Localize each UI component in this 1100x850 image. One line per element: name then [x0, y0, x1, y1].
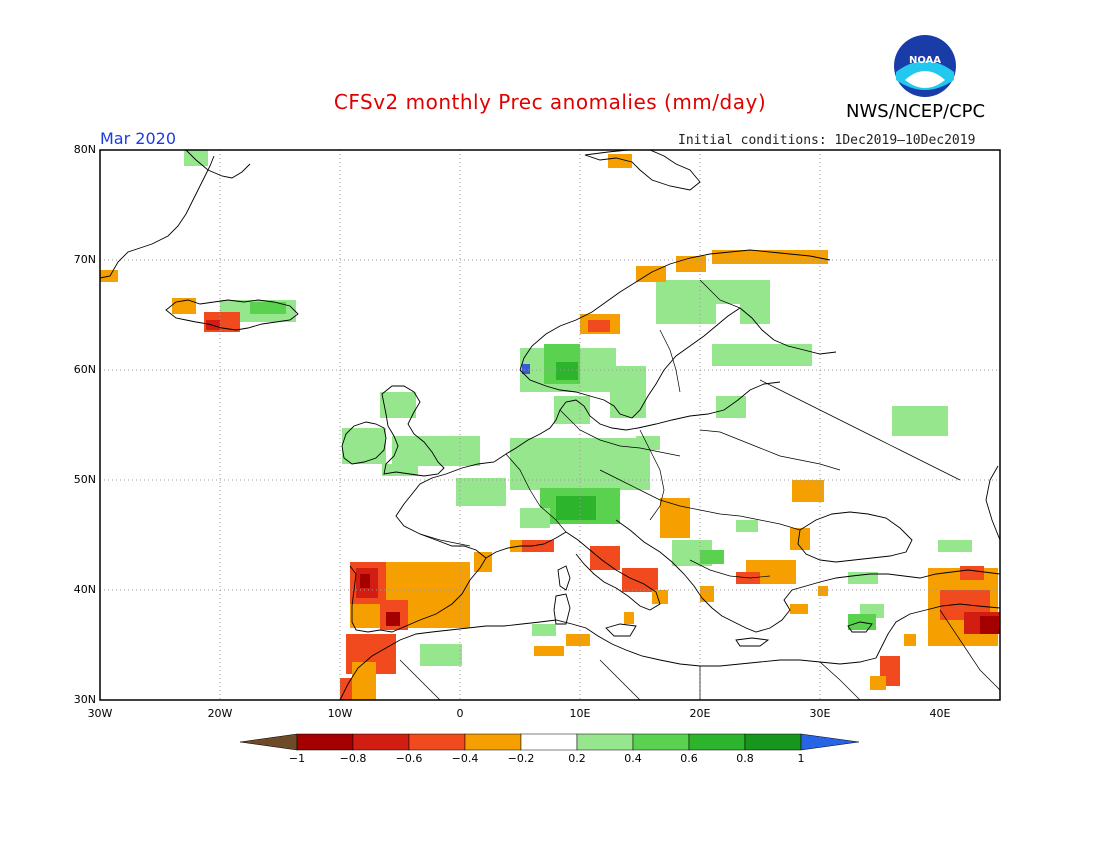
anomaly-cell: [938, 540, 972, 552]
anomaly-cell: [534, 646, 564, 656]
anomaly-cell: [676, 256, 706, 272]
anomaly-cell: [556, 496, 596, 520]
map-frame: [99, 149, 1001, 701]
anomaly-cell: [184, 150, 208, 166]
anomaly-cell: [522, 364, 530, 374]
anomaly-cell: [736, 520, 758, 532]
colorbar-tick-label: 0.2: [568, 752, 586, 765]
colorbar-swatch: [744, 733, 802, 751]
anomaly-cell: [960, 566, 984, 580]
colorbar-tick-label: −0.6: [395, 752, 423, 765]
anomaly-cell: [818, 586, 828, 596]
anomaly-cell: [790, 528, 810, 550]
latitude-label: 80N: [73, 143, 96, 156]
colorbar: [239, 733, 860, 751]
map-title: CFSv2 monthly Prec anomalies (mm/day): [333, 90, 767, 114]
latitude-label: 60N: [73, 363, 96, 376]
longitude-label: 20W: [207, 707, 233, 720]
anomaly-cell: [792, 480, 824, 502]
colorbar-tick-label: −1: [288, 752, 306, 765]
anomaly-cell: [892, 406, 948, 436]
colorbar-swatch: [352, 733, 410, 751]
anomaly-cell: [608, 154, 632, 168]
latitude-label: 70N: [73, 253, 96, 266]
anomaly-cell: [622, 568, 658, 592]
anomaly-cell: [566, 634, 590, 646]
anomaly-cell: [520, 508, 550, 528]
longitude-label: 30E: [809, 707, 831, 720]
colorbar-swatch: [464, 733, 522, 751]
colorbar-swatch: [520, 733, 578, 751]
anomaly-cell: [848, 572, 878, 584]
anomaly-cell: [700, 550, 724, 564]
anomaly-cell: [532, 624, 556, 636]
anomaly-cell: [652, 590, 668, 604]
anomaly-cell: [474, 552, 492, 572]
colorbar-swatch: [296, 733, 354, 751]
colorbar-tick-label: −0.8: [339, 752, 367, 765]
month-label: Mar 2020: [100, 129, 176, 148]
colorbar-tick-label: 0.8: [736, 752, 754, 765]
longitude-label: 10E: [569, 707, 591, 720]
anomaly-cell: [352, 662, 376, 700]
anomaly-cell: [588, 320, 610, 332]
anomaly-cell: [700, 586, 714, 602]
anomaly-cell: [554, 396, 590, 424]
anomaly-cell: [456, 478, 506, 506]
anomaly-cell: [980, 616, 1000, 634]
agency-label: NWS/NCEP/CPC: [846, 101, 986, 122]
anomaly-cell: [624, 612, 634, 624]
anomaly-cell: [380, 392, 416, 418]
colorbar-arrow-low: [239, 733, 298, 751]
colorbar-tick-label: 1: [797, 752, 805, 765]
anomaly-cell: [610, 366, 646, 418]
longitude-label: 30W: [87, 707, 113, 720]
anomaly-cell: [250, 302, 286, 314]
anomaly-cell: [420, 644, 462, 666]
colorbar-swatch: [632, 733, 690, 751]
anomaly-cell: [716, 396, 746, 418]
anomaly-cell: [712, 344, 812, 366]
anomaly-cell: [510, 540, 522, 552]
anomaly-cell: [790, 604, 808, 614]
anomaly-cell: [556, 362, 578, 380]
latitude-label: 40N: [73, 583, 96, 596]
country-borders: [399, 279, 1001, 701]
colorbar-tick-label: −0.4: [451, 752, 479, 765]
anomaly-cell: [360, 574, 370, 588]
anomaly-cell: [870, 676, 886, 690]
initial-conditions-label: Initial conditions: 1Dec2019—10Dec2019: [678, 133, 976, 148]
longitude-label: 10W: [327, 707, 353, 720]
coastlines: [99, 149, 1001, 701]
anomaly-cell: [904, 634, 916, 646]
latitude-label: 30N: [73, 693, 96, 706]
longitude-label: 40E: [929, 707, 951, 720]
longitude-label: 20E: [689, 707, 711, 720]
colorbar-swatch: [576, 733, 634, 751]
colorbar-tick-label: −0.2: [507, 752, 535, 765]
anomaly-cell: [342, 428, 386, 464]
anomaly-cell: [660, 498, 690, 538]
anomaly-cell: [590, 546, 620, 570]
colorbar-tick-label: 0.4: [624, 752, 642, 765]
anomaly-cell: [636, 266, 666, 282]
colorbar-swatch: [408, 733, 466, 751]
latitude-label: 50N: [73, 473, 96, 486]
anomaly-cell: [392, 436, 480, 466]
anomaly-cells: [100, 150, 1000, 700]
colorbar-arrow-high: [800, 733, 860, 751]
longitude-label: 0: [456, 707, 464, 720]
anomaly-cell: [636, 436, 660, 450]
colorbar-swatch: [688, 733, 746, 751]
anomaly-cell: [386, 612, 400, 626]
colorbar-tick-label: 0.6: [680, 752, 698, 765]
